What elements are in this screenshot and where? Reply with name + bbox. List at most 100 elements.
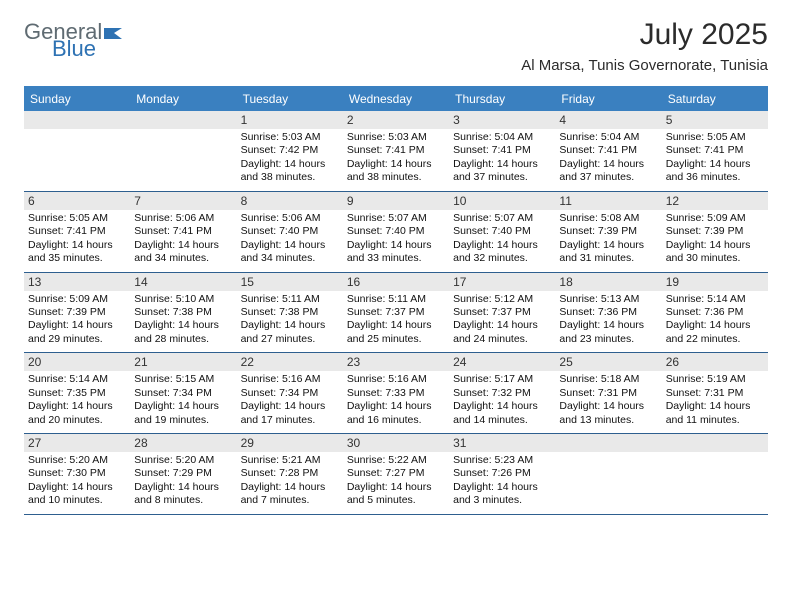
day-details: Sunrise: 5:15 AMSunset: 7:34 PMDaylight:…	[134, 373, 232, 427]
day-details: Sunrise: 5:09 AMSunset: 7:39 PMDaylight:…	[28, 293, 126, 347]
sunrise-text: Sunrise: 5:08 AM	[559, 212, 657, 225]
day-cell: 3Sunrise: 5:04 AMSunset: 7:41 PMDaylight…	[449, 111, 555, 191]
weekday-label: Saturday	[662, 88, 768, 111]
day-number: 29	[237, 434, 343, 452]
sunset-text: Sunset: 7:35 PM	[28, 387, 126, 400]
day-details: Sunrise: 5:22 AMSunset: 7:27 PMDaylight:…	[347, 454, 445, 508]
day-number: 8	[237, 192, 343, 210]
day-cell: 11Sunrise: 5:08 AMSunset: 7:39 PMDayligh…	[555, 192, 661, 272]
day-cell: 17Sunrise: 5:12 AMSunset: 7:37 PMDayligh…	[449, 273, 555, 353]
sunset-text: Sunset: 7:26 PM	[453, 467, 551, 480]
day-number	[130, 111, 236, 129]
week-row: 6Sunrise: 5:05 AMSunset: 7:41 PMDaylight…	[24, 192, 768, 273]
header-row: General Blue July 2025 Al Marsa, Tunis G…	[24, 18, 768, 74]
sunrise-text: Sunrise: 5:09 AM	[28, 293, 126, 306]
day-number: 26	[662, 353, 768, 371]
day-number: 15	[237, 273, 343, 291]
day-number: 3	[449, 111, 555, 129]
sunrise-text: Sunrise: 5:06 AM	[134, 212, 232, 225]
month-title: July 2025	[521, 18, 768, 51]
day-cell: 25Sunrise: 5:18 AMSunset: 7:31 PMDayligh…	[555, 353, 661, 433]
day-cell: 22Sunrise: 5:16 AMSunset: 7:34 PMDayligh…	[237, 353, 343, 433]
day-number: 16	[343, 273, 449, 291]
day-number: 31	[449, 434, 555, 452]
daylight-text: Daylight: 14 hours and 37 minutes.	[453, 158, 551, 185]
sunrise-text: Sunrise: 5:13 AM	[559, 293, 657, 306]
sunset-text: Sunset: 7:40 PM	[453, 225, 551, 238]
day-details: Sunrise: 5:14 AMSunset: 7:35 PMDaylight:…	[28, 373, 126, 427]
sunrise-text: Sunrise: 5:17 AM	[453, 373, 551, 386]
sunrise-text: Sunrise: 5:11 AM	[347, 293, 445, 306]
day-details: Sunrise: 5:23 AMSunset: 7:26 PMDaylight:…	[453, 454, 551, 508]
sunset-text: Sunset: 7:38 PM	[241, 306, 339, 319]
title-block: July 2025 Al Marsa, Tunis Governorate, T…	[521, 18, 768, 74]
sunrise-text: Sunrise: 5:20 AM	[134, 454, 232, 467]
sunrise-text: Sunrise: 5:03 AM	[241, 131, 339, 144]
day-number: 2	[343, 111, 449, 129]
day-number: 22	[237, 353, 343, 371]
weekday-label: Friday	[555, 88, 661, 111]
calendar-grid: Sunday Monday Tuesday Wednesday Thursday…	[24, 86, 768, 515]
day-cell: 24Sunrise: 5:17 AMSunset: 7:32 PMDayligh…	[449, 353, 555, 433]
week-row: 13 Sunrise: 5:09 AMSunset: 7:39 PMDayligh…	[24, 273, 768, 354]
daylight-text: Daylight: 14 hours and 3 minutes.	[453, 481, 551, 508]
sunset-text: Sunset: 7:29 PM	[134, 467, 232, 480]
daylight-text: Daylight: 14 hours and 22 minutes.	[666, 319, 764, 346]
week-row: 20 Sunrise: 5:14 AMSunset: 7:35 PMDayligh…	[24, 353, 768, 434]
sunset-text: Sunset: 7:38 PM	[134, 306, 232, 319]
daylight-text: Daylight: 14 hours and 10 minutes.	[28, 481, 126, 508]
sunrise-text: Sunrise: 5:03 AM	[347, 131, 445, 144]
sunrise-text: Sunrise: 5:11 AM	[241, 293, 339, 306]
day-details: Sunrise: 5:11 AMSunset: 7:38 PMDaylight:…	[241, 293, 339, 347]
daylight-text: Daylight: 14 hours and 14 minutes.	[453, 400, 551, 427]
day-details: Sunrise: 5:05 AMSunset: 7:41 PMDaylight:…	[666, 131, 764, 185]
day-number: 13	[24, 273, 130, 291]
sunset-text: Sunset: 7:41 PM	[453, 144, 551, 157]
day-cell: 14Sunrise: 5:10 AMSunset: 7:38 PMDayligh…	[130, 273, 236, 353]
sunrise-text: Sunrise: 5:15 AM	[134, 373, 232, 386]
daylight-text: Daylight: 14 hours and 36 minutes.	[666, 158, 764, 185]
sunrise-text: Sunrise: 5:18 AM	[559, 373, 657, 386]
sunrise-text: Sunrise: 5:16 AM	[347, 373, 445, 386]
daylight-text: Daylight: 14 hours and 35 minutes.	[28, 239, 126, 266]
day-number: 7	[130, 192, 236, 210]
sunset-text: Sunset: 7:31 PM	[666, 387, 764, 400]
daylight-text: Daylight: 14 hours and 11 minutes.	[666, 400, 764, 427]
daylight-text: Daylight: 14 hours and 34 minutes.	[134, 239, 232, 266]
sunset-text: Sunset: 7:33 PM	[347, 387, 445, 400]
day-cell	[555, 434, 661, 514]
sunset-text: Sunset: 7:39 PM	[559, 225, 657, 238]
day-details: Sunrise: 5:13 AMSunset: 7:36 PMDaylight:…	[559, 293, 657, 347]
day-cell: 27Sunrise: 5:20 AMSunset: 7:30 PMDayligh…	[24, 434, 130, 514]
sunrise-text: Sunrise: 5:21 AM	[241, 454, 339, 467]
day-details: Sunrise: 5:08 AMSunset: 7:39 PMDaylight:…	[559, 212, 657, 266]
sunrise-text: Sunrise: 5:12 AM	[453, 293, 551, 306]
day-cell: 20 Sunrise: 5:14 AMSunset: 7:35 PMDayligh…	[24, 353, 130, 433]
daylight-text: Daylight: 14 hours and 33 minutes.	[347, 239, 445, 266]
day-number: 20	[24, 353, 130, 371]
sunrise-text: Sunrise: 5:14 AM	[666, 293, 764, 306]
sunset-text: Sunset: 7:34 PM	[241, 387, 339, 400]
day-cell: 6Sunrise: 5:05 AMSunset: 7:41 PMDaylight…	[24, 192, 130, 272]
day-number: 14	[130, 273, 236, 291]
sunset-text: Sunset: 7:41 PM	[28, 225, 126, 238]
weekday-label: Sunday	[24, 88, 130, 111]
day-cell: 9Sunrise: 5:07 AMSunset: 7:40 PMDaylight…	[343, 192, 449, 272]
daylight-text: Daylight: 14 hours and 24 minutes.	[453, 319, 551, 346]
day-cell: 13 Sunrise: 5:09 AMSunset: 7:39 PMDayligh…	[24, 273, 130, 353]
daylight-text: Daylight: 14 hours and 17 minutes.	[241, 400, 339, 427]
daylight-text: Daylight: 14 hours and 38 minutes.	[241, 158, 339, 185]
day-number: 18	[555, 273, 661, 291]
day-cell: 2Sunrise: 5:03 AMSunset: 7:41 PMDaylight…	[343, 111, 449, 191]
day-cell: 15 Sunrise: 5:11 AMSunset: 7:38 PMDayligh…	[237, 273, 343, 353]
sunrise-text: Sunrise: 5:09 AM	[666, 212, 764, 225]
weekday-label: Thursday	[449, 88, 555, 111]
day-cell: 28Sunrise: 5:20 AMSunset: 7:29 PMDayligh…	[130, 434, 236, 514]
day-details: Sunrise: 5:19 AMSunset: 7:31 PMDaylight:…	[666, 373, 764, 427]
day-cell	[130, 111, 236, 191]
weekday-label: Monday	[130, 88, 236, 111]
sunrise-text: Sunrise: 5:05 AM	[666, 131, 764, 144]
day-cell: 26 Sunrise: 5:19 AMSunset: 7:31 PMDayligh…	[662, 353, 768, 433]
daylight-text: Daylight: 14 hours and 5 minutes.	[347, 481, 445, 508]
day-details: Sunrise: 5:18 AMSunset: 7:31 PMDaylight:…	[559, 373, 657, 427]
